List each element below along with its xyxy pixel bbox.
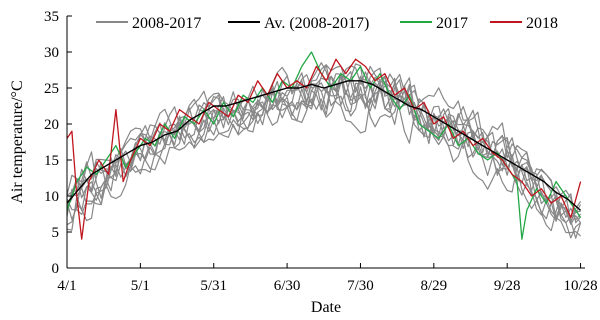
legend-item-2018: 2018 [490,15,558,32]
series-line-average [66,80,582,211]
y-tick-label: 15 [44,153,59,169]
x-ticks: 4/1 5/1 5/31 6/30 7/30 8/29 9/28 10/28 [57,263,598,294]
series-line-grey-year [66,64,582,239]
x-tick-label: 6/30 [274,278,301,294]
x-tick-label: 7/30 [347,278,374,294]
y-axis-title: Air temperature/°C [9,80,26,203]
y-tick-label: 30 [44,45,59,61]
legend-label-2008-2017: 2008-2017 [132,15,201,32]
y-tick-label: 10 [44,189,59,205]
x-tick-label: 4/1 [57,278,76,294]
y-tick-label: 0 [52,261,60,277]
y-tick-label: 35 [44,9,59,25]
x-tick-label: 10/28 [563,278,597,294]
x-tick-label: 9/28 [494,278,521,294]
series-line-grey-year [66,67,581,232]
x-tick-label: 5/31 [200,278,227,294]
series-line-2018 [66,58,582,240]
y-tick-label: 5 [52,225,60,241]
legend: 2008-2017 Av. (2008-2017) 2017 2018 [96,15,558,32]
y-ticks: 0 5 10 15 20 25 30 35 [44,9,72,277]
x-tick-label: 8/29 [420,278,447,294]
series-lines [66,51,582,240]
legend-item-average: Av. (2008-2017) [228,15,369,32]
series-2008-2017-lines [66,62,582,239]
legend-label-average: Av. (2008-2017) [264,15,369,32]
series-line-grey-year [66,62,581,239]
y-tick-label: 25 [44,81,59,97]
y-tick-label: 20 [44,117,59,133]
legend-label-2017: 2017 [436,15,468,32]
legend-item-2017: 2017 [400,15,468,32]
x-axis-title: Date [311,299,341,316]
x-tick-label: 5/1 [131,278,150,294]
legend-label-2018: 2018 [526,15,558,32]
legend-item-2008-2017: 2008-2017 [96,15,201,32]
series-line-grey-year [66,71,582,237]
series-line-grey-year [66,65,582,221]
